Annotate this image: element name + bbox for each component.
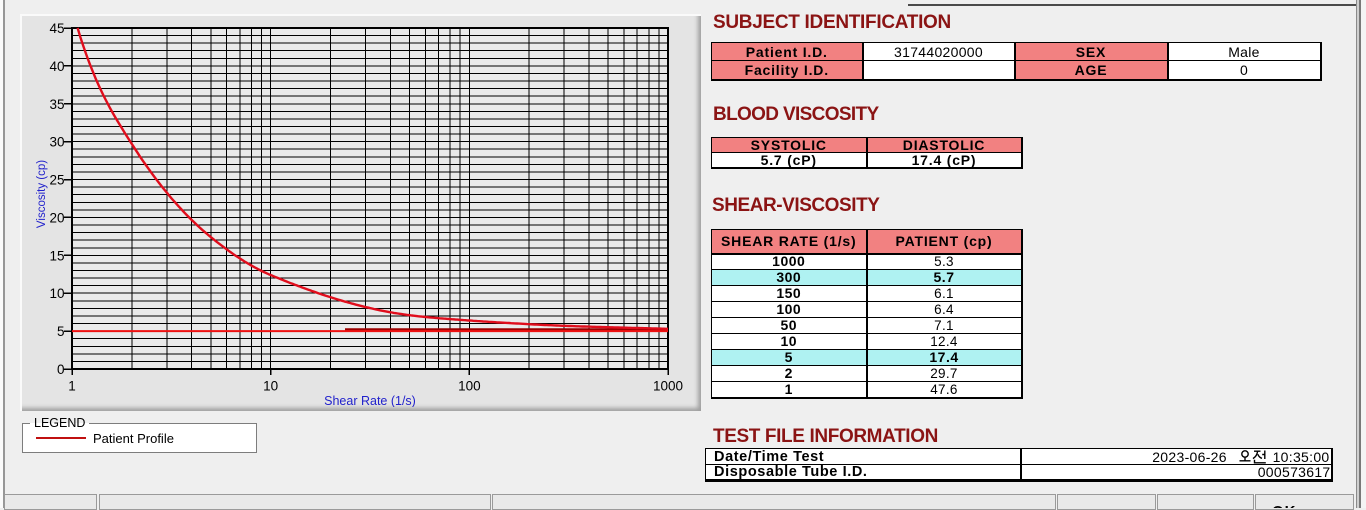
- svg-text:25: 25: [49, 173, 64, 188]
- svg-text:15: 15: [49, 248, 64, 263]
- svg-text:100: 100: [458, 379, 481, 394]
- svg-text:45: 45: [49, 21, 64, 36]
- svg-text:10: 10: [263, 379, 278, 394]
- svg-text:0: 0: [57, 362, 65, 377]
- svg-text:1: 1: [68, 379, 76, 394]
- svg-text:1000: 1000: [653, 379, 683, 394]
- svg-text:40: 40: [49, 59, 64, 74]
- svg-text:20: 20: [49, 210, 64, 225]
- svg-text:Viscosity (cp): Viscosity (cp): [36, 160, 48, 228]
- svg-text:35: 35: [49, 97, 64, 112]
- svg-text:5: 5: [57, 324, 65, 339]
- svg-text:Shear Rate (1/s): Shear Rate (1/s): [324, 394, 416, 407]
- svg-text:30: 30: [49, 135, 64, 150]
- svg-text:10: 10: [49, 286, 64, 301]
